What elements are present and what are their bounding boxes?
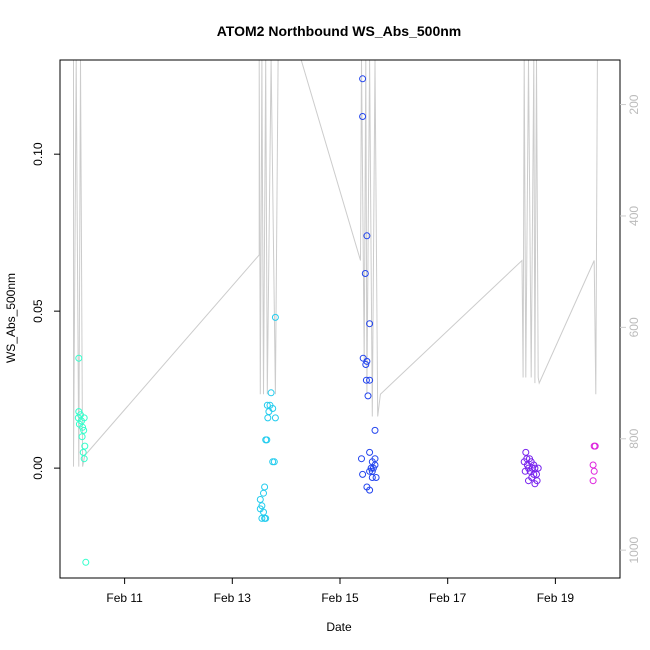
x-axis: Feb 11 Feb 13 Feb 15 Feb 17 Feb 19 [106, 578, 574, 605]
data-point [363, 357, 371, 365]
data-point [534, 464, 542, 472]
x-tick-label: Feb 15 [321, 591, 359, 605]
data-point [366, 376, 374, 384]
data-point [371, 426, 379, 434]
data-point [271, 414, 279, 422]
secondary-y-axis: 200 400 600 800 1000 [620, 94, 641, 564]
data-point [270, 458, 278, 466]
data-point [366, 320, 374, 328]
y-axis: 0.00 0.05 0.10 [31, 142, 60, 480]
y2-tick-label: 1000 [627, 536, 641, 563]
data-point [531, 480, 539, 488]
y-tick-label: 0.05 [31, 299, 45, 323]
data-point [262, 514, 270, 522]
data-point [82, 558, 90, 566]
data-point [590, 467, 598, 475]
x-tick-label: Feb 19 [537, 591, 575, 605]
y-tick-label: 0.00 [31, 456, 45, 480]
y2-tick-label: 200 [627, 94, 641, 114]
y2-tick-label: 600 [627, 317, 641, 337]
data-point [522, 448, 530, 456]
data-point [366, 486, 374, 494]
data-point [359, 75, 367, 83]
data-point [359, 113, 367, 120]
data-point [362, 376, 370, 384]
x-tick-label: Feb 11 [106, 591, 143, 605]
y-tick-label: 0.10 [31, 142, 45, 166]
x-axis-label: Date [326, 620, 352, 634]
data-point [358, 455, 365, 463]
data-point [589, 477, 597, 485]
x-tick-label: Feb 13 [214, 591, 252, 605]
data-point [359, 470, 367, 478]
y2-tick-label: 400 [627, 206, 641, 226]
plot-area [73, 59, 599, 566]
y2-tick-label: 800 [627, 428, 641, 448]
data-point [591, 442, 599, 450]
data-point [81, 442, 89, 450]
data-point [366, 448, 374, 456]
data-point [361, 270, 369, 277]
data-point [589, 461, 597, 469]
data-point [79, 448, 87, 456]
data-point [256, 496, 264, 503]
data-point [271, 313, 279, 321]
data-point [521, 467, 529, 475]
data-point [261, 483, 269, 491]
data-point [523, 461, 531, 469]
data-point [80, 414, 88, 422]
data-point [368, 474, 376, 481]
data-point [372, 474, 380, 481]
data-point [78, 433, 86, 441]
secondary-line [73, 59, 598, 467]
data-point [75, 354, 83, 362]
data-point [267, 389, 275, 397]
data-point [79, 423, 87, 431]
data-point [263, 401, 271, 409]
data-point [263, 436, 271, 444]
data-point [362, 361, 370, 368]
data-point [363, 232, 371, 240]
data-point [80, 455, 88, 463]
data-point [364, 392, 372, 400]
data-point [525, 477, 532, 485]
data-point [260, 489, 267, 497]
data-point [264, 414, 272, 422]
data-point [359, 354, 367, 362]
data-point [258, 514, 266, 522]
x-tick-label: Feb 17 [429, 591, 467, 605]
data-point [80, 426, 88, 434]
data-point [265, 408, 273, 416]
data-point [366, 467, 374, 475]
chart-title: ATOM2 Northbound WS_Abs_500nm [217, 23, 462, 39]
y-axis-label: WS_Abs_500nm [4, 273, 18, 363]
